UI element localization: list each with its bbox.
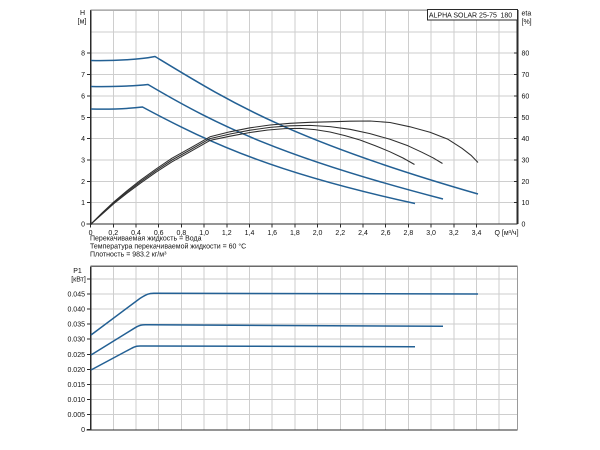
- svg-text:0.025: 0.025: [67, 352, 85, 359]
- svg-text:6: 6: [81, 93, 85, 100]
- svg-text:3: 3: [81, 157, 85, 164]
- svg-text:0.005: 0.005: [67, 412, 85, 419]
- svg-text:H: H: [80, 10, 85, 17]
- svg-text:P1: P1: [73, 268, 82, 275]
- svg-text:3,2: 3,2: [449, 230, 459, 237]
- svg-text:4: 4: [81, 136, 85, 143]
- svg-text:1: 1: [81, 200, 85, 207]
- svg-text:0: 0: [522, 222, 526, 229]
- svg-text:2: 2: [81, 179, 85, 186]
- svg-text:2,2: 2,2: [335, 230, 345, 237]
- svg-text:7: 7: [81, 72, 85, 79]
- svg-text:50: 50: [522, 115, 530, 122]
- svg-text:0,4: 0,4: [131, 230, 141, 237]
- svg-text:0.030: 0.030: [67, 337, 85, 344]
- svg-text:1,0: 1,0: [199, 230, 209, 237]
- svg-text:Перекачиваемая жидкость = Вода: Перекачиваемая жидкость = Вода: [90, 235, 202, 242]
- svg-text:0.010: 0.010: [67, 397, 85, 404]
- svg-text:[%]: [%]: [522, 19, 532, 26]
- svg-text:2,6: 2,6: [381, 230, 391, 237]
- svg-text:0: 0: [81, 427, 85, 434]
- svg-text:2,8: 2,8: [404, 230, 414, 237]
- svg-text:[м]: [м]: [78, 19, 87, 26]
- svg-text:3,0: 3,0: [426, 230, 436, 237]
- svg-text:70: 70: [522, 72, 530, 79]
- svg-text:0,6: 0,6: [154, 230, 164, 237]
- svg-text:Температура перекачиваемой жид: Температура перекачиваемой жидкости = 60…: [90, 242, 246, 250]
- svg-text:0: 0: [89, 230, 93, 237]
- svg-text:5: 5: [81, 115, 85, 122]
- svg-text:0: 0: [81, 222, 85, 229]
- svg-text:ALPHA SOLAR 25-75 180: ALPHA SOLAR 25-75 180: [429, 12, 512, 19]
- svg-text:3,4: 3,4: [472, 230, 482, 237]
- svg-text:2,4: 2,4: [358, 230, 368, 237]
- svg-text:[кВт]: [кВт]: [71, 277, 86, 284]
- svg-text:0,8: 0,8: [177, 230, 187, 237]
- svg-text:0.020: 0.020: [67, 367, 85, 374]
- svg-text:80: 80: [522, 51, 530, 58]
- svg-text:40: 40: [522, 136, 530, 143]
- svg-text:2,0: 2,0: [313, 230, 323, 237]
- svg-text:20: 20: [522, 179, 530, 186]
- svg-text:1,2: 1,2: [222, 230, 232, 237]
- svg-text:60: 60: [522, 93, 530, 100]
- svg-text:1,4: 1,4: [245, 230, 255, 237]
- svg-text:30: 30: [522, 157, 530, 164]
- svg-text:0.040: 0.040: [67, 307, 85, 314]
- svg-text:eta: eta: [522, 11, 532, 18]
- svg-text:8: 8: [81, 51, 85, 58]
- svg-text:1,8: 1,8: [290, 230, 300, 237]
- svg-text:0.045: 0.045: [67, 291, 85, 298]
- svg-text:1,6: 1,6: [267, 230, 277, 237]
- svg-text:Q [м³/ч]: Q [м³/ч]: [495, 230, 519, 237]
- svg-text:0.015: 0.015: [67, 382, 85, 389]
- svg-text:0.035: 0.035: [67, 322, 85, 329]
- svg-text:0,2: 0,2: [108, 230, 118, 237]
- svg-text:10: 10: [522, 200, 530, 207]
- svg-text:Плотность = 983.2 кг/м³: Плотность = 983.2 кг/м³: [90, 251, 167, 258]
